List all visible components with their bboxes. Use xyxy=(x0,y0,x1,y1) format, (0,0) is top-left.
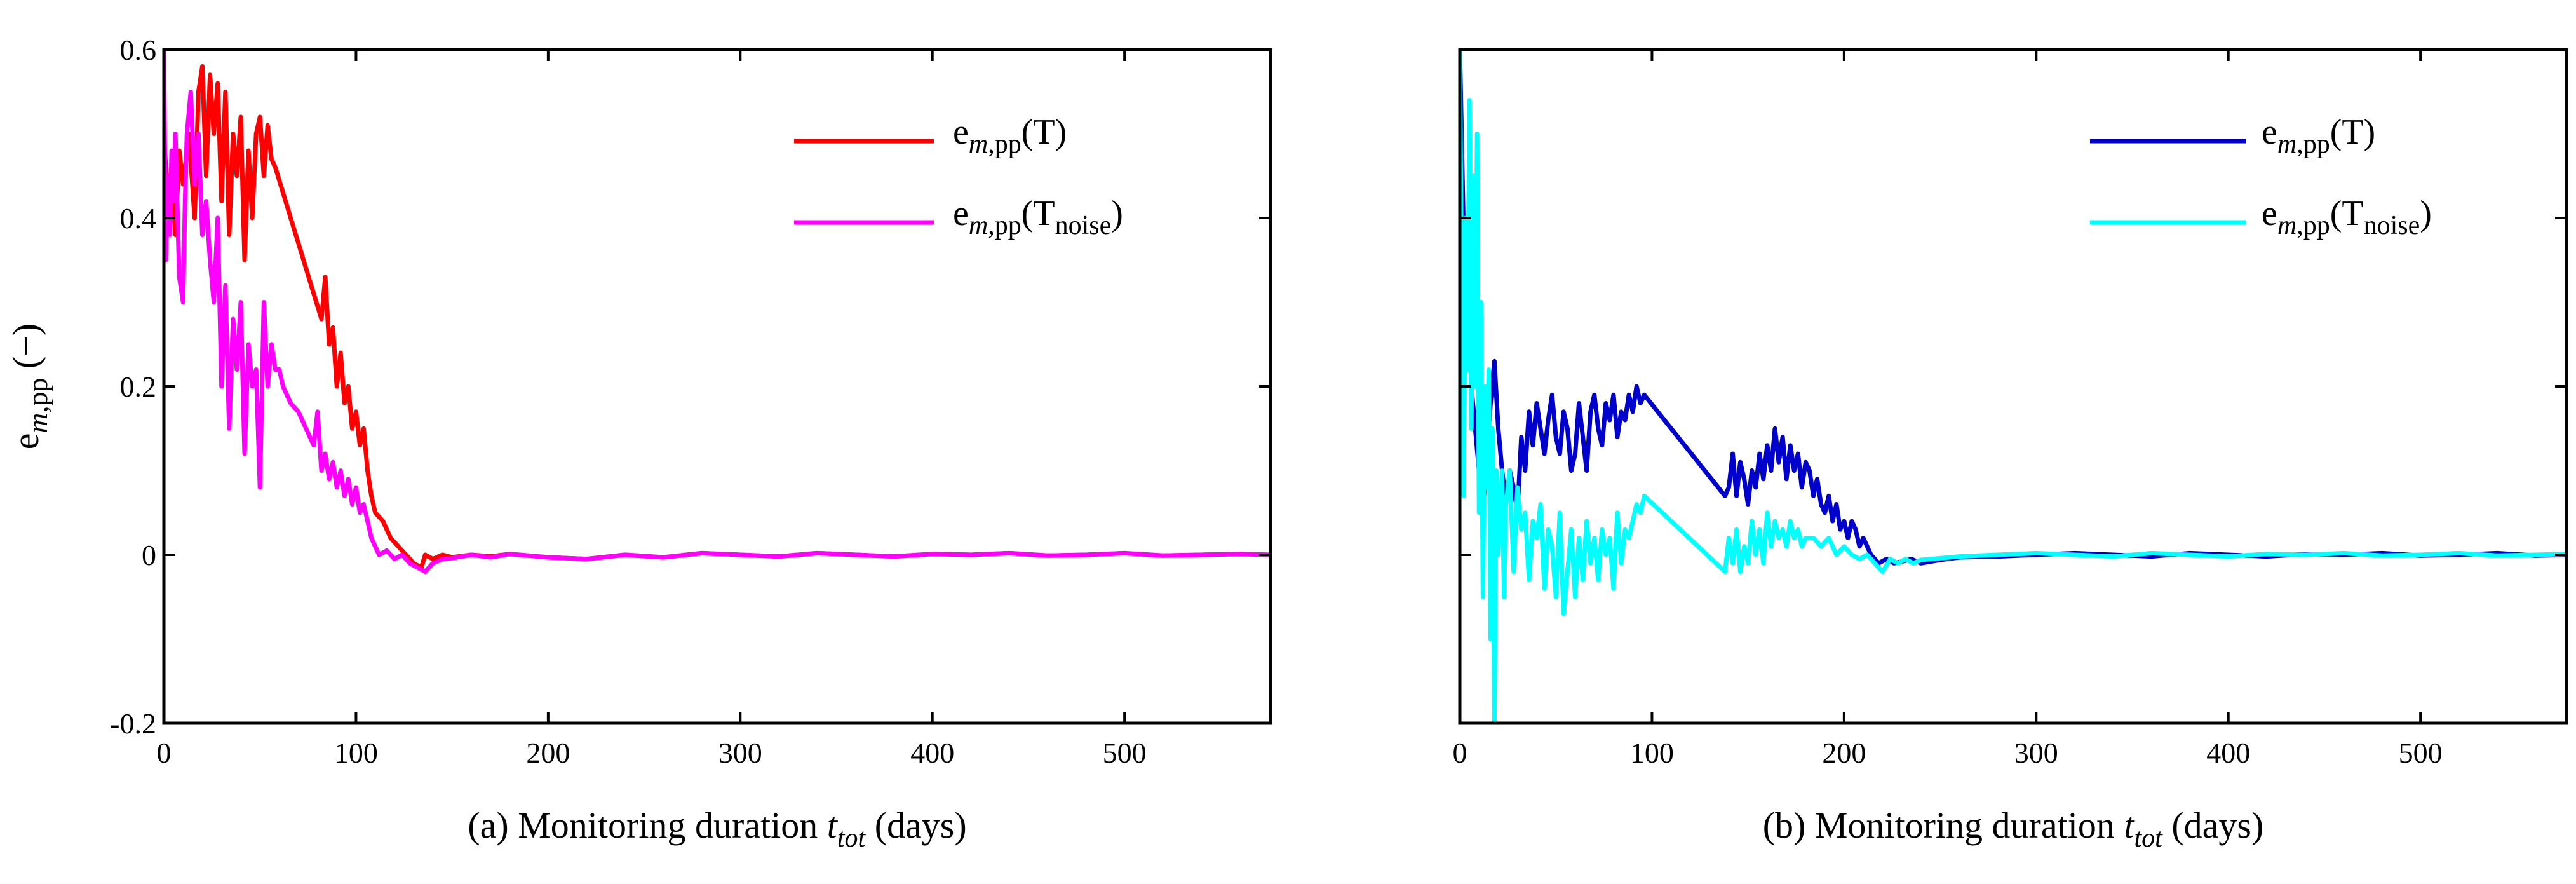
panel-b-axes-box xyxy=(1458,48,2568,725)
x-tick-label: 0 xyxy=(157,737,172,769)
x-tick-label: 200 xyxy=(1822,737,1866,769)
x-tick-label: 500 xyxy=(2399,737,2443,769)
x-tick-label: 300 xyxy=(2014,737,2058,769)
x-tick-label: 100 xyxy=(1630,737,1674,769)
y-tick-label: -0.2 xyxy=(110,707,156,740)
y-tick-label: 0.6 xyxy=(120,34,157,66)
series-line-t xyxy=(164,64,1271,570)
panel-a-ticks: 0 100 200 300 400 500-0.200.20.40.6 xyxy=(110,34,1271,769)
y-tick-label: 0.2 xyxy=(120,371,157,403)
x-tick-label: 0 xyxy=(1453,737,1467,769)
panel-a: 0 100 200 300 400 500-0.200.20.40.6 em,pp(T) … xyxy=(5,34,1272,853)
panel-b-xlabel: (b) Monitoring duration ttot (days) xyxy=(1763,805,2264,853)
panel-a-axes-box xyxy=(162,48,1272,725)
panel-a-series-lines xyxy=(164,50,1271,574)
panel-a-xlabel: (a) Monitoring duration ttot (days) xyxy=(468,805,966,853)
panel-a-ylabel: em,pp (−) xyxy=(5,323,53,449)
x-tick-label: 200 xyxy=(526,737,570,769)
panel-b: 0 100 200 300 400 500 em,pp(T) em,pp(Tnoise) … xyxy=(1453,48,2568,853)
legend-a-label-t: em,pp(T) xyxy=(953,112,1067,159)
x-tick-label: 300 xyxy=(718,737,762,769)
legend-a-label-tnoise: em,pp(Tnoise) xyxy=(953,194,1123,240)
x-tick-label: 400 xyxy=(2206,737,2250,769)
x-tick-label: 100 xyxy=(334,737,378,769)
series-line-tnoise xyxy=(1460,50,2566,723)
legend-b-label-tnoise: em,pp(Tnoise) xyxy=(2262,194,2432,240)
series-line-tnoise xyxy=(164,50,1271,574)
panel-b-series-lines xyxy=(1460,50,2566,723)
x-tick-label: 400 xyxy=(910,737,954,769)
y-tick-label: 0.4 xyxy=(120,202,157,235)
x-tick-label: 500 xyxy=(1103,737,1147,769)
panel-b-legend: em,pp(T) em,pp(Tnoise) xyxy=(2090,112,2432,240)
legend-b-label-t: em,pp(T) xyxy=(2262,112,2375,159)
panel-b-ticks: 0 100 200 300 400 500 xyxy=(1453,48,2566,769)
y-tick-label: 0 xyxy=(142,539,156,571)
series-line-t xyxy=(1460,50,2566,566)
panel-a-legend: em,pp(T) em,pp(Tnoise) xyxy=(794,112,1123,240)
